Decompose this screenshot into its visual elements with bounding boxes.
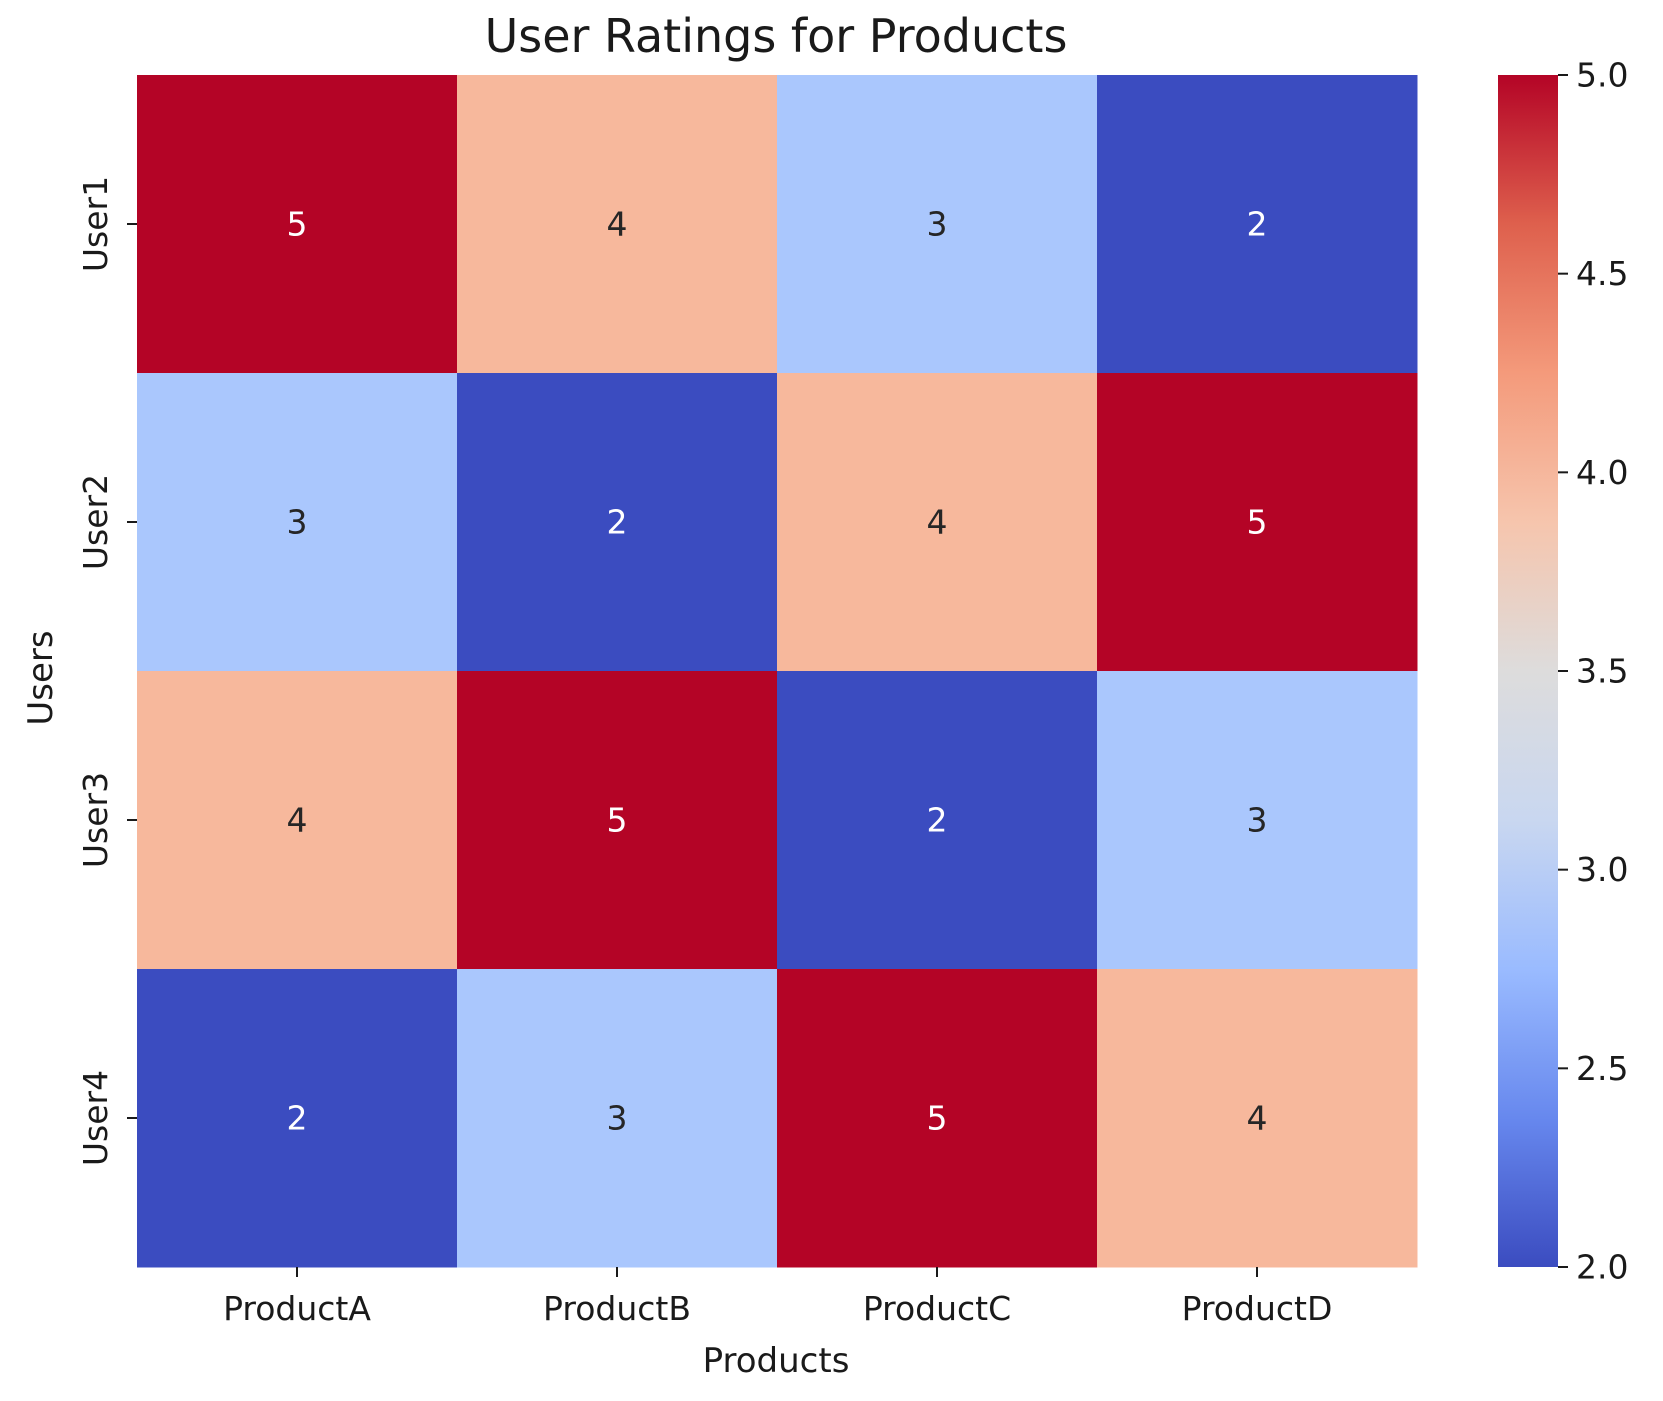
cell-value-label: 2 [1247, 205, 1268, 244]
heatmap-cell [137, 75, 458, 374]
x-tick-label: ProductA [223, 1289, 371, 1328]
heatmap-cell [137, 373, 458, 672]
cell-value-label: 5 [1247, 503, 1268, 542]
colorbar: 2.0 2.5 3.0 3.5 4.0 4.5 5.0 [1498, 56, 1628, 1287]
y-tick-label: User4 [76, 1070, 115, 1166]
cell-value-label: 3 [607, 1099, 628, 1138]
cell-value-label: 4 [607, 205, 628, 244]
cell-value-label: 5 [607, 801, 628, 840]
cell-value-label: 3 [1247, 801, 1268, 840]
heatmap-cell [137, 671, 458, 970]
x-axis: ProductA ProductB ProductC ProductD [223, 1267, 1332, 1328]
x-tick-label: ProductC [863, 1289, 1011, 1328]
y-tick-label: User1 [76, 176, 115, 272]
colorbar-tick-label: 2.0 [1576, 1248, 1628, 1287]
colorbar-tick-label: 4.0 [1576, 453, 1628, 492]
heatmap-cell [777, 671, 1098, 970]
chart-title: User Ratings for Products [485, 9, 1068, 63]
heatmap-cell [457, 373, 778, 672]
y-tick-label: User2 [76, 474, 115, 570]
cell-value-label: 4 [927, 503, 948, 542]
cell-value-label: 3 [287, 503, 308, 542]
cell-value-label: 2 [287, 1099, 308, 1138]
heatmap-cell [457, 671, 778, 970]
x-tick-label: ProductD [1182, 1289, 1333, 1328]
cell-value-label: 3 [927, 205, 948, 244]
cell-value-label: 2 [927, 801, 948, 840]
heatmap-cell [777, 969, 1098, 1268]
cell-value-label: 2 [607, 503, 628, 542]
cell-value-label: 4 [1247, 1099, 1268, 1138]
heatmap-cell [1097, 373, 1418, 672]
cell-value-label: 5 [287, 205, 308, 244]
heatmap-cell [457, 75, 778, 374]
colorbar-tick-label: 4.5 [1576, 254, 1628, 293]
heatmap-cell [1097, 75, 1418, 374]
heatmap-cell [1097, 671, 1418, 970]
heatmap-cell [1097, 969, 1418, 1268]
cell-value-label: 5 [927, 1099, 948, 1138]
colorbar-tick-label: 3.0 [1576, 850, 1628, 889]
heatmap-cells: 5 4 3 2 3 2 4 5 4 5 2 3 2 3 5 4 [137, 75, 1418, 1268]
heatmap-cell [137, 969, 458, 1268]
y-axis-label: Users [21, 630, 61, 725]
heatmap-cell [777, 75, 1098, 374]
x-tick-label: ProductB [543, 1289, 691, 1328]
cell-value-label: 4 [287, 801, 308, 840]
y-tick-label: User3 [76, 772, 115, 868]
colorbar-tick-label: 5.0 [1576, 56, 1628, 95]
y-axis: User1 User2 User3 User4 [76, 176, 137, 1166]
x-axis-label: Products [703, 1341, 850, 1381]
colorbar-gradient [1498, 75, 1558, 1267]
heatmap-cell [777, 373, 1098, 672]
colorbar-tick-label: 2.5 [1576, 1049, 1628, 1088]
heatmap-cell [457, 969, 778, 1268]
colorbar-tick-label: 3.5 [1576, 652, 1628, 691]
